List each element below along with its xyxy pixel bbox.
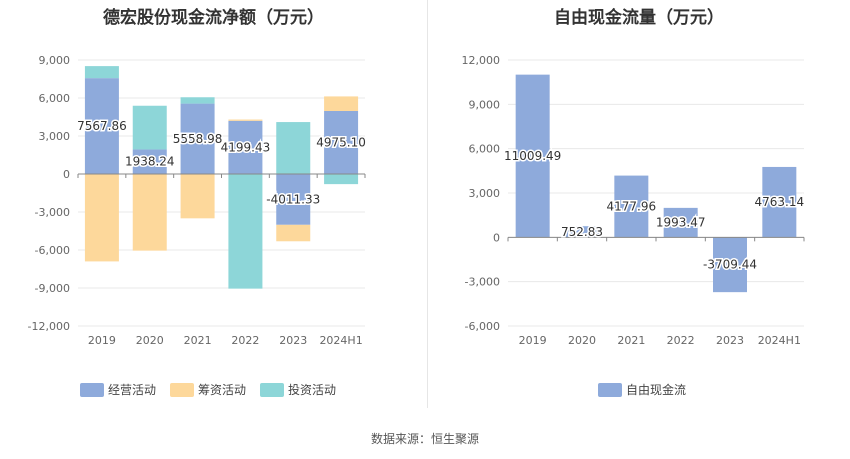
data-source-note: 数据来源：恒生聚源 (370, 432, 479, 446)
x-tick-label-0-1: 2020 (136, 334, 164, 347)
bar-1-自由现金流-2023 (713, 237, 747, 293)
bar-0-经营活动-2024H1 (324, 110, 359, 174)
x-tick-label-1-3: 2022 (667, 334, 695, 347)
y-tick-label-0-6: -9,000 (35, 282, 70, 295)
y-tick-label-1-6: -6,000 (465, 320, 500, 333)
bar-0-经营活动-2019 (84, 78, 119, 174)
bar-0-投资活动-2020 (132, 105, 167, 150)
bar-0-筹资活动-2024H1 (324, 96, 359, 111)
y-tick-label-0-4: -3,000 (35, 206, 70, 219)
bar-0-投资活动-2023 (276, 122, 311, 174)
bar-0-投资活动-2021 (180, 97, 215, 104)
y-tick-label-1-0: 12,000 (462, 54, 501, 67)
bar-0-经营活动-2020 (132, 149, 167, 174)
data-label-0-2: 5558.98 (173, 132, 223, 146)
x-tick-label-0-3: 2022 (231, 334, 259, 347)
data-label-0-0: 7567.86 (77, 119, 127, 133)
y-tick-label-1-1: 9,000 (469, 98, 501, 111)
x-tick-label-1-0: 2019 (519, 334, 547, 347)
legend-label-0-2: 投资活动 (288, 382, 336, 397)
x-tick-label-0-0: 2019 (88, 334, 116, 347)
bar-1-自由现金流-2019 (515, 74, 550, 238)
bar-0-筹资活动-2019 (84, 174, 119, 262)
bar-0-筹资活动-2021 (180, 174, 215, 219)
legend-swatch-1-0 (598, 383, 622, 397)
data-label-0-1: 1938.24 (125, 155, 175, 169)
panel-divider (427, 0, 428, 408)
x-tick-label-1-1: 2020 (568, 334, 596, 347)
right-chart-title: 自由现金流量（万元） (554, 8, 724, 28)
y-tick-label-1-3: 3,000 (469, 187, 501, 200)
y-tick-label-0-1: 6,000 (39, 92, 71, 105)
bar-0-筹资活动-2020 (132, 174, 167, 251)
bar-0-投资活动-2019 (84, 66, 119, 79)
bar-0-经营活动-2023 (276, 174, 311, 225)
left-chart-title: 德宏股份现金流净额（万元） (103, 8, 324, 28)
y-tick-label-1-4: 0 (493, 231, 500, 244)
bar-1-自由现金流-2024H1 (762, 166, 797, 238)
x-tick-label-1-4: 2023 (716, 334, 744, 347)
data-label-1-1: 752.83 (561, 225, 603, 239)
x-tick-label-0-5: 2024H1 (319, 334, 362, 347)
data-label-1-5: 4763.14 (755, 195, 805, 209)
x-tick-label-1-2: 2021 (617, 334, 645, 347)
legend-swatch-0-2 (260, 383, 284, 397)
bar-0-投资活动-2022 (228, 174, 263, 289)
bar-0-筹资活动-2023 (276, 224, 311, 242)
y-tick-label-0-7: -12,000 (28, 320, 70, 333)
y-tick-label-0-3: 0 (63, 168, 70, 181)
bar-1-自由现金流-2022 (663, 207, 698, 238)
y-tick-label-1-5: -3,000 (465, 276, 500, 289)
data-label-0-4: -4011.33 (266, 192, 320, 206)
bar-0-投资活动-2024H1 (324, 174, 359, 185)
legend-label-0-0: 经营活动 (108, 383, 156, 397)
x-tick-label-0-4: 2023 (279, 334, 307, 347)
y-tick-label-0-2: 3,000 (39, 130, 71, 143)
data-label-1-0: 11009.49 (504, 149, 561, 163)
data-label-1-2: 4177.96 (607, 199, 657, 213)
data-label-1-3: 1993.47 (656, 216, 706, 230)
bar-1-自由现金流-2021 (614, 175, 649, 238)
data-label-0-3: 4199.43 (221, 140, 271, 154)
bar-0-筹资活动-2022 (228, 119, 263, 121)
legend-label-0-1: 筹资活动 (198, 383, 246, 397)
y-tick-label-1-2: 6,000 (469, 143, 501, 156)
data-label-1-4: -3709.44 (703, 258, 757, 272)
data-label-0-5: 4975.10 (316, 135, 366, 149)
y-tick-label-0-5: -6,000 (35, 244, 70, 257)
y-tick-label-0-0: 9,000 (39, 54, 71, 67)
legend-swatch-0-0 (80, 383, 104, 397)
x-tick-label-0-2: 2021 (184, 334, 212, 347)
legend-label-1-0: 自由现金流 (626, 382, 686, 397)
x-tick-label-1-5: 2024H1 (758, 334, 801, 347)
bar-1-自由现金流-2020 (565, 226, 599, 238)
bar-0-经营活动-2022 (228, 120, 263, 174)
bar-0-经营活动-2021 (180, 103, 215, 174)
legend-swatch-0-1 (170, 383, 194, 397)
